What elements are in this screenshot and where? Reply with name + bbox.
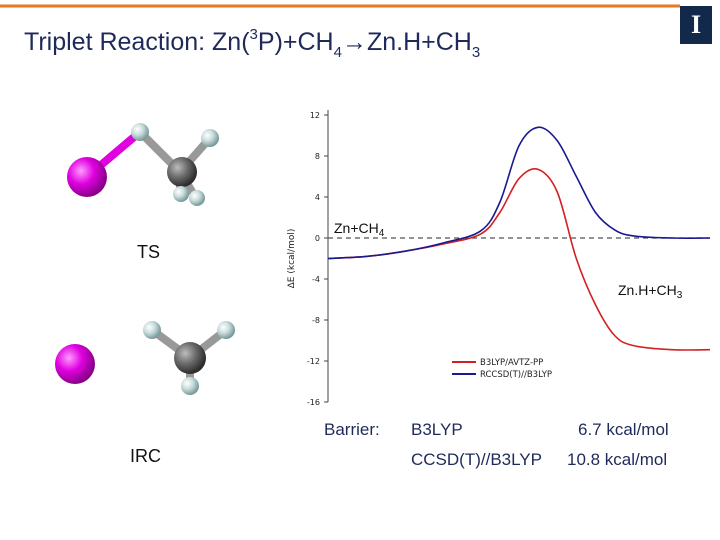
zn-atom: [55, 344, 95, 384]
y-axis-label: ΔE (kcal/mol): [287, 229, 297, 289]
irc-molecule: [55, 321, 235, 395]
reactant-annotation: Zn+CH4: [334, 220, 385, 239]
reactant-sub: 4: [378, 228, 385, 239]
title-mid-2: Zn.H+CH: [366, 28, 472, 56]
zn-atom: [67, 157, 107, 197]
y-tick-label: 0: [315, 234, 320, 243]
barrier-method-2: CCSD(T)//B3LYP: [411, 450, 542, 469]
y-tick-label: 8: [315, 152, 320, 161]
h-atom: [181, 377, 199, 395]
title-subscript-1: 4: [333, 44, 342, 61]
title-mid: P)+CH: [257, 28, 334, 56]
title-prefix: Triplet Reaction: Zn(: [24, 28, 250, 56]
c-atom: [167, 157, 197, 187]
product-annotation: Zn.H+CH3: [618, 282, 683, 301]
legend-label-1: B3LYP/AVTZ-PP: [480, 358, 543, 368]
h-atom: [143, 321, 161, 339]
h-atom: [131, 123, 149, 141]
barrier-method-1: B3LYP: [411, 420, 463, 439]
university-logo: I: [680, 6, 712, 44]
h-atom: [189, 190, 205, 206]
h-atom: [173, 186, 189, 202]
y-tick-label: 12: [310, 111, 320, 120]
page-title: Triplet Reaction: Zn(3P)+CH4→Zn.H+CH3: [24, 26, 480, 61]
barrier-value-1: 6.7 kcal/mol: [578, 420, 669, 439]
logo-letter: I: [690, 10, 702, 39]
ts-label: TS: [137, 242, 161, 262]
series-line-1: [327, 167, 711, 351]
header-accent-bar: [0, 0, 680, 14]
barrier-label: Barrier:: [324, 420, 380, 439]
energy-profile-chart: 12 8 4 0 -4 -8 -12 -16 ΔE (kcal/mol) B3LYP/AVTZ-…: [287, 110, 711, 407]
title-superscript: 3: [249, 26, 258, 43]
arrow-icon: →: [341, 28, 367, 56]
y-tick-label: -16: [307, 398, 320, 407]
h-atom: [201, 129, 219, 147]
y-tick-label: 4: [315, 193, 320, 202]
h-atom: [217, 321, 235, 339]
ts-molecule: [67, 123, 219, 206]
irc-label: IRC: [130, 446, 161, 466]
title-subscript-2: 3: [471, 44, 481, 61]
barrier-value-2: 10.8 kcal/mol: [567, 450, 668, 469]
c-atom: [174, 342, 206, 374]
product-sub: 3: [676, 290, 683, 301]
legend-label-2: RCCSD(T)//B3LYP: [480, 370, 552, 380]
molecule-illustrations: [55, 123, 235, 395]
y-tick-label: -12: [307, 357, 320, 366]
y-tick-label: -4: [312, 275, 320, 284]
reactant-text: Zn+CH: [334, 220, 379, 236]
product-text: Zn.H+CH: [618, 282, 677, 298]
y-tick-label: -8: [312, 316, 320, 325]
series-line-2: [327, 126, 711, 260]
